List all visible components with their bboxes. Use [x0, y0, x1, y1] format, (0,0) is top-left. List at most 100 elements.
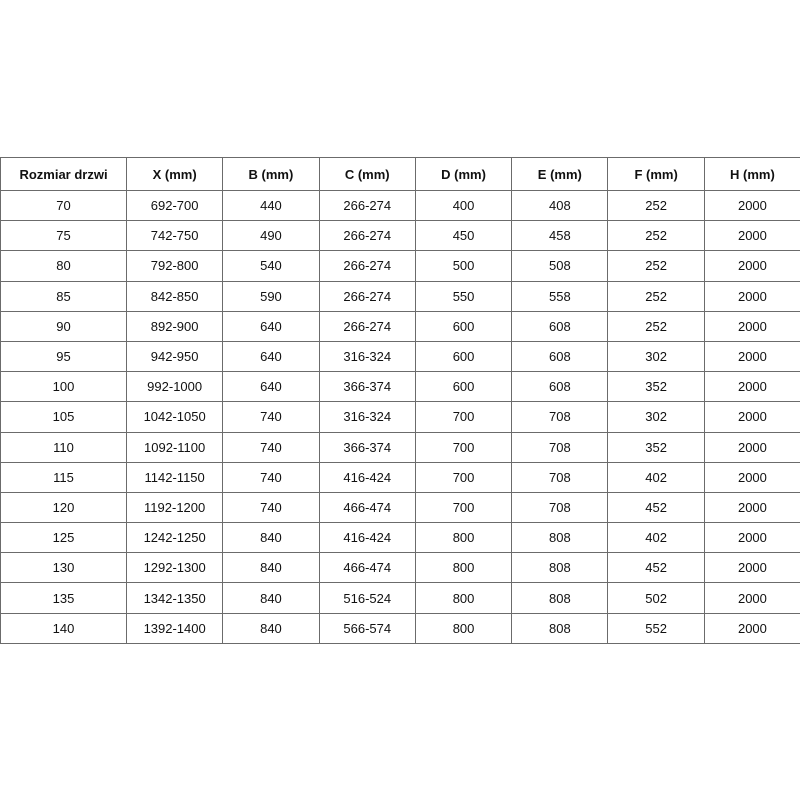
- table-cell: 800: [414, 582, 513, 614]
- column-header: B (mm): [222, 157, 320, 191]
- table-cell: 440: [222, 189, 320, 222]
- table-cell: 500: [414, 250, 513, 282]
- column-header: F (mm): [607, 157, 705, 191]
- table-cell: 842-850: [125, 280, 224, 312]
- table-cell: 408: [511, 189, 609, 222]
- table-cell: 608: [511, 310, 609, 342]
- table-cell: 800: [414, 552, 513, 584]
- table-cell: 800: [414, 522, 513, 554]
- table-cell: 800: [414, 612, 513, 644]
- table-cell: 840: [222, 552, 320, 584]
- table-cell: 700: [414, 431, 513, 463]
- table-row: 85 842-850 590 266-274 550 558 252 2000: [0, 280, 800, 312]
- table-cell: 252: [607, 310, 705, 342]
- table-cell: 366-374: [318, 431, 416, 463]
- table-cell: 708: [511, 461, 609, 493]
- table-cell: 490: [222, 220, 320, 252]
- table-cell: 740: [222, 461, 320, 493]
- table-cell: 266-274: [318, 250, 416, 282]
- table-cell: 1292-1300: [125, 552, 224, 584]
- table-cell: 2000: [703, 340, 800, 373]
- table-cell: 302: [607, 401, 705, 433]
- table-cell: 80: [0, 250, 127, 282]
- table-row: 75 742-750 490 266-274 450 458 252 2000: [0, 220, 800, 252]
- table-cell: 302: [607, 340, 705, 373]
- column-header: H (mm): [703, 157, 800, 191]
- column-header: D (mm): [414, 157, 513, 191]
- table-cell: 2000: [703, 401, 800, 433]
- table-cell: 352: [607, 431, 705, 463]
- table-cell: 252: [607, 250, 705, 282]
- table-cell: 85: [0, 280, 127, 312]
- table-cell: 110: [0, 431, 127, 463]
- table-cell: 316-324: [318, 401, 416, 433]
- table-cell: 2000: [703, 250, 800, 282]
- table-cell: 2000: [703, 280, 800, 312]
- table-cell: 700: [414, 461, 513, 493]
- table-cell: 808: [511, 582, 609, 614]
- table-cell: 708: [511, 401, 609, 433]
- table-row: 130 1292-1300 840 466-474 800 808 452 2000: [0, 552, 800, 584]
- column-header: Rozmiar drzwi: [0, 157, 127, 191]
- table-cell: 95: [0, 340, 127, 373]
- table-cell: 75: [0, 220, 127, 252]
- door-size-table: Rozmiar drzwi X (mm) B (mm) C (mm) D (mm) E (…: [0, 157, 800, 644]
- header-row: Rozmiar drzwi X (mm) B (mm) C (mm) D (mm) E (…: [0, 157, 800, 191]
- table-cell: 416-424: [318, 522, 416, 554]
- table-cell: 740: [222, 431, 320, 463]
- table-cell: 508: [511, 250, 609, 282]
- table-cell: 252: [607, 189, 705, 222]
- table-cell: 252: [607, 220, 705, 252]
- table-cell: 2000: [703, 461, 800, 493]
- table-cell: 1242-1250: [125, 522, 224, 554]
- table-cell: 130: [0, 552, 127, 584]
- table-cell: 1192-1200: [125, 491, 224, 524]
- table-row: 100 992-1000 640 366-374 600 608 352 2000: [0, 371, 800, 403]
- table-cell: 100: [0, 371, 127, 403]
- table-cell: 840: [222, 522, 320, 554]
- table-cell: 608: [511, 371, 609, 403]
- table-cell: 2000: [703, 220, 800, 252]
- table-cell: 942-950: [125, 340, 224, 373]
- table-cell: 640: [222, 340, 320, 373]
- table-cell: 266-274: [318, 220, 416, 252]
- table-cell: 266-274: [318, 310, 416, 342]
- table-cell: 590: [222, 280, 320, 312]
- table-cell: 692-700: [125, 189, 224, 222]
- table-cell: 105: [0, 401, 127, 433]
- table-cell: 135: [0, 582, 127, 614]
- table-row: 90 892-900 640 266-274 600 608 252 2000: [0, 310, 800, 342]
- table-cell: 708: [511, 491, 609, 524]
- table-cell: 600: [414, 371, 513, 403]
- table-cell: 402: [607, 461, 705, 493]
- table-cell: 840: [222, 582, 320, 614]
- table-row: 140 1392-1400 840 566-574 800 808 552 2000: [0, 612, 800, 644]
- table-cell: 366-374: [318, 371, 416, 403]
- table-cell: 252: [607, 280, 705, 312]
- table-cell: 2000: [703, 522, 800, 554]
- table-cell: 2000: [703, 552, 800, 584]
- table-row: 120 1192-1200 740 466-474 700 708 452 2000: [0, 491, 800, 524]
- table-cell: 1042-1050: [125, 401, 224, 433]
- table-cell: 808: [511, 522, 609, 554]
- table-cell: 2000: [703, 491, 800, 524]
- table-cell: 792-800: [125, 250, 224, 282]
- table-cell: 992-1000: [125, 371, 224, 403]
- table-cell: 700: [414, 401, 513, 433]
- table-cell: 516-524: [318, 582, 416, 614]
- column-header: E (mm): [511, 157, 609, 191]
- table-cell: 416-424: [318, 461, 416, 493]
- table-cell: 740: [222, 491, 320, 524]
- table-cell: 90: [0, 310, 127, 342]
- table-cell: 140: [0, 612, 127, 644]
- table-cell: 402: [607, 522, 705, 554]
- table-cell: 700: [414, 491, 513, 524]
- table-cell: 558: [511, 280, 609, 312]
- table-cell: 2000: [703, 582, 800, 614]
- table-row: 135 1342-1350 840 516-524 800 808 502 2000: [0, 582, 800, 614]
- table-cell: 600: [414, 310, 513, 342]
- table-cell: 125: [0, 522, 127, 554]
- table-cell: 742-750: [125, 220, 224, 252]
- table-cell: 550: [414, 280, 513, 312]
- table-cell: 540: [222, 250, 320, 282]
